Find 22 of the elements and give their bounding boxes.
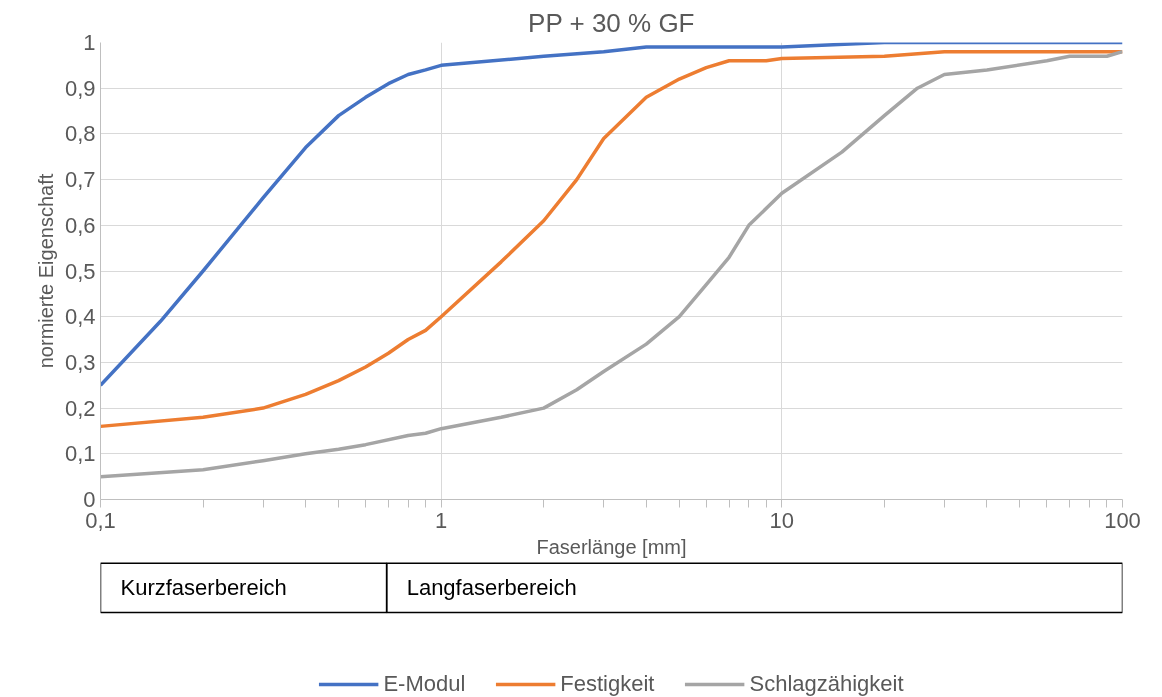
y-tick-label: 0,3 [64,349,96,375]
text: Langfaserbereich [406,575,577,601]
y-tick-label: 0,4 [64,304,96,330]
y-tick-label: 0,6 [64,212,96,238]
x-axis-title: Faserlänge [mm] [536,535,687,558]
legend-label: E-Modul [383,671,466,697]
y-axis-title: normierte Eigenschaft [34,173,57,369]
y-tick-label: 0,7 [64,167,96,193]
legend-label: Schlagzähigkeit [749,671,904,697]
y-tick-label: 0,5 [64,258,96,284]
y-tick-label: 0,8 [64,121,96,147]
text: Kurzfaserbereich [120,575,287,601]
y-tick-label: 0,9 [64,75,96,101]
x-tick-label: 100 [1104,507,1141,533]
x-tick-label: 1 [435,507,448,533]
x-tick-label: 10 [769,507,795,533]
y-tick-label: 0,1 [64,441,96,467]
y-tick-label: 1 [83,30,96,55]
chart-title: PP + 30 % GF [528,7,695,38]
legend-label: Festigkeit [560,671,655,697]
y-tick-label: 0 [83,487,96,512]
y-tick-label: 0,2 [64,395,96,421]
